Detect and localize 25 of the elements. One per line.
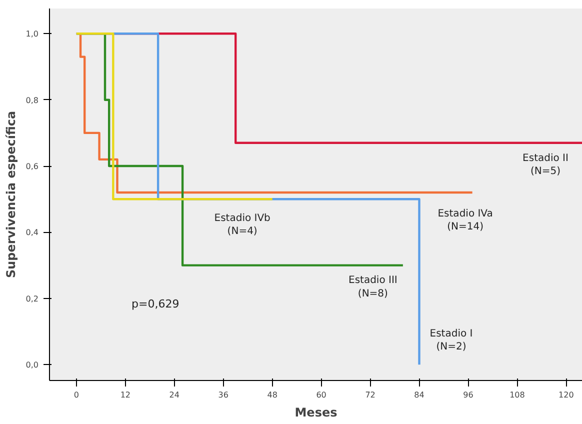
y-tick-label: 0,8 — [26, 96, 39, 105]
x-tick-label: 84 — [414, 390, 424, 400]
x-axis-title: Meses — [294, 406, 338, 420]
y-tick-label: 0,0 — [26, 360, 39, 370]
x-tick-label: 48 — [267, 390, 278, 400]
x-tick-label: 72 — [365, 390, 376, 400]
series-label: Estadio II (N=5) — [522, 152, 568, 177]
series-label: Estadio III (N=8) — [348, 275, 398, 300]
y-tick-label: 0,6 — [26, 162, 39, 172]
x-tick-label: 0 — [74, 390, 79, 400]
x-tick-label: 24 — [169, 390, 180, 400]
series-label: Estadio IVa (N=14) — [438, 208, 493, 233]
y-axis-title: Supervivencia específica — [4, 110, 18, 278]
x-tick-label: 108 — [510, 390, 525, 400]
x-tick-label: 96 — [463, 390, 474, 400]
annotation: p=0,629 — [132, 298, 180, 310]
series-label: Estadio I (N=2) — [430, 328, 473, 353]
y-tick-label: 0,2 — [26, 294, 39, 304]
x-tick-label: 12 — [120, 390, 131, 400]
x-tick-label: 60 — [316, 390, 326, 400]
x-tick-label: 120 — [558, 390, 574, 400]
series-label: Estadio IVb (N=4) — [214, 213, 270, 238]
y-tick-label: 1,0 — [26, 30, 39, 39]
y-tick-label: 0,4 — [26, 228, 39, 238]
x-tick-label: 36 — [218, 390, 228, 400]
